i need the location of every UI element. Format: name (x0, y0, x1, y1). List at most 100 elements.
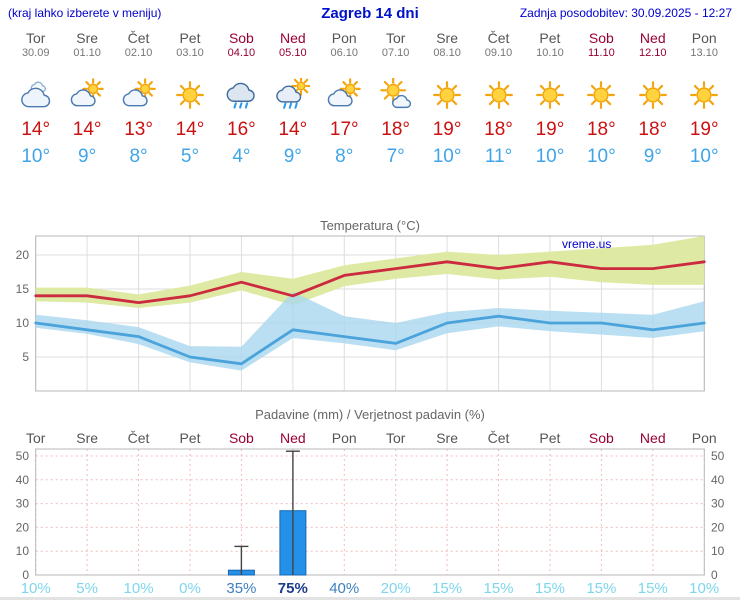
temp-min: 10° (586, 146, 616, 167)
precip-probability: 10% (20, 580, 51, 597)
temp-max: 14° (72, 119, 102, 140)
day-date: 04.10 (227, 47, 256, 59)
day-name: Čet (127, 30, 150, 46)
precip-probability: 0% (179, 580, 201, 597)
precip-day-label: Pet (179, 430, 201, 446)
partly-cloudy-icon (319, 78, 370, 114)
day-column-06.10[interactable]: Pon 06.10 17° 8° (319, 30, 370, 168)
sunny-icon (576, 78, 627, 114)
temp-max: 13° (124, 119, 153, 140)
precip-whisker (234, 545, 249, 575)
svg-text:10: 10 (16, 544, 30, 558)
precip-day-label: Pon (691, 430, 717, 446)
svg-text:40: 40 (16, 473, 30, 487)
temp-max: 19° (432, 119, 462, 140)
page-title: Zagreb 14 dni (321, 5, 419, 22)
day-column-12.10[interactable]: Ned 12.10 18° 9° (627, 30, 678, 168)
day-name: Pon (331, 30, 357, 46)
temp-min: 11° (484, 146, 513, 167)
precip-probability: 75% (277, 580, 308, 597)
day-date: 11.10 (587, 47, 615, 59)
watermark-link[interactable]: vreme.us (562, 237, 611, 251)
day-column-08.10[interactable]: Sre 08.10 19° 10° (421, 30, 472, 168)
temp-max: 14° (278, 119, 308, 140)
day-name: Ned (279, 30, 306, 46)
sunny-icon (421, 78, 472, 114)
temp-max: 16° (227, 119, 256, 140)
day-date: 09.10 (484, 47, 513, 59)
precip-day-label: Sob (588, 430, 614, 446)
day-column-05.10[interactable]: Ned 05.10 14° 9° (267, 30, 318, 168)
day-column-02.10[interactable]: Čet 02.10 13° 8° (113, 30, 164, 168)
temp-max: 14° (175, 119, 205, 140)
precip-day-label: Pon (331, 430, 357, 446)
day-name: Ned (639, 30, 666, 46)
precip-day-label: Pet (539, 430, 561, 446)
sunny-icon (473, 78, 524, 114)
svg-text:5: 5 (22, 350, 29, 364)
precip-day-labels: Tor Sre Čet Pet Sob Ned Pon Tor Sre Čet Pet Sob Ned P… (0, 430, 740, 446)
day-column-07.10[interactable]: Tor 07.10 18° 7° (370, 30, 421, 168)
day-column-01.10[interactable]: Sre 01.10 14° 9° (61, 30, 112, 168)
precip-probability: 35% (226, 580, 257, 597)
temp-min: 10° (535, 146, 565, 167)
precip-day-label: Sre (436, 430, 458, 446)
day-name: Pet (539, 30, 561, 46)
svg-text:20: 20 (16, 248, 30, 262)
precipitation-chart: 0 0 10 10 20 20 30 30 40 40 50 50 (16, 448, 725, 582)
tmin-uncertainty-band (35, 291, 705, 371)
day-name: Pon (691, 30, 717, 46)
precip-day-label: Čet (127, 430, 150, 446)
day-column-09.10[interactable]: Čet 09.10 18° 11° (473, 30, 524, 168)
temp-min: 9° (283, 146, 302, 167)
precip-probability: 15% (432, 580, 463, 597)
temp-min: 4° (232, 146, 251, 167)
precip-day-label: Sob (228, 430, 254, 446)
temp-max: 18° (381, 119, 411, 140)
temp-max: 19° (535, 119, 565, 140)
day-column-03.10[interactable]: Pet 03.10 14° 5° (164, 30, 215, 168)
svg-text:15: 15 (16, 282, 30, 296)
day-column-30.09[interactable]: Tor 30.09 14° 10° (10, 30, 61, 168)
day-name: Sre (76, 30, 99, 46)
precip-probability-row: 10% 5% 10% 0% 35% 75% 40% 20% 15% 15% 15% 15% 15% 10% (0, 580, 740, 597)
temp-max: 14° (21, 119, 51, 140)
rain-icon (216, 78, 267, 114)
header: Zagreb 14 dni (kraj lahko izberete v men… (0, 5, 740, 25)
precip-day-label: Ned (279, 430, 306, 446)
day-name: Pet (179, 30, 201, 46)
temp-min: 9° (78, 146, 97, 167)
temp-min: 10° (432, 146, 462, 167)
menu-hint: (kraj lahko izberete v meniju) (8, 6, 162, 20)
day-date: 05.10 (279, 47, 307, 59)
sunny-icon (678, 78, 729, 114)
svg-text:0: 0 (711, 568, 718, 582)
precip-chart-title: Padavine (mm) / Verjetnost padavin (%) (255, 407, 485, 422)
precip-probability: 10% (689, 580, 720, 597)
precip-day-label: Sre (76, 430, 99, 446)
day-name: Sob (228, 30, 254, 46)
day-column-13.10[interactable]: Pon 13.10 19° 10° (678, 30, 729, 168)
svg-text:10: 10 (16, 316, 30, 330)
day-column-11.10[interactable]: Sob 11.10 18° 10° (576, 30, 627, 168)
day-date: 03.10 (176, 47, 204, 59)
precip-probability: 15% (534, 580, 565, 597)
svg-text:0: 0 (22, 568, 29, 582)
day-column-10.10[interactable]: Pet 10.10 19° 10° (524, 30, 575, 168)
precip-probability: 20% (380, 580, 411, 597)
day-date: 13.10 (690, 47, 718, 59)
precip-day-label: Tor (385, 430, 406, 446)
tmax-line (34, 260, 706, 304)
cloudy-icon (10, 78, 61, 114)
day-date: 01.10 (73, 47, 101, 59)
day-column-04.10[interactable]: Sob 04.10 16° 4° (216, 30, 267, 168)
partly-cloudy-icon (61, 78, 112, 114)
temp-max: 19° (689, 119, 719, 140)
temp-max: 18° (586, 119, 616, 140)
temp-max: 18° (484, 119, 513, 140)
precip-probability: 10% (123, 580, 154, 597)
sunny-icon (524, 78, 575, 114)
precip-whisker (285, 450, 300, 575)
day-name: Sob (588, 30, 614, 46)
temp-min: 10° (689, 146, 719, 167)
